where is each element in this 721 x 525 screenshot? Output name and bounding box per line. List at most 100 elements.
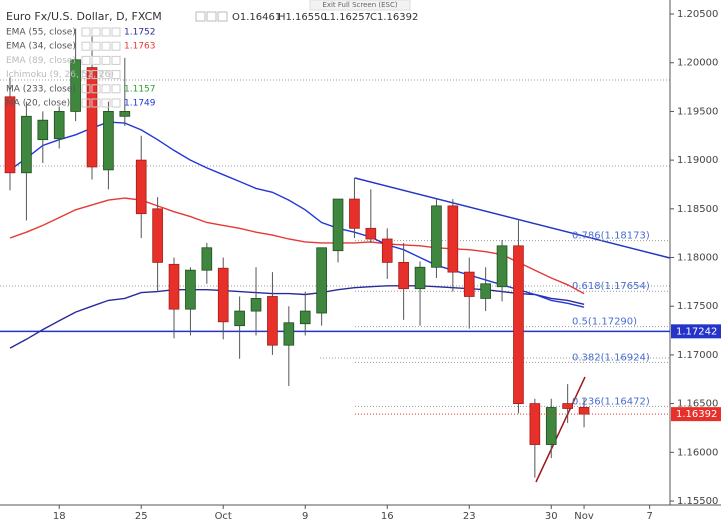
candle-body bbox=[119, 111, 131, 117]
legend-icon bbox=[111, 98, 121, 108]
indicator-line bbox=[9, 197, 585, 295]
last-price-tag bbox=[671, 407, 721, 422]
legend-icon bbox=[111, 41, 121, 51]
x-tick-label: 25 bbox=[135, 511, 148, 522]
y-tick-label: 1.16500 bbox=[677, 399, 718, 410]
legend-icon bbox=[111, 70, 121, 80]
legend-value: 1.1752 bbox=[124, 28, 156, 38]
candle-body bbox=[299, 310, 311, 325]
legend-icon bbox=[91, 27, 101, 37]
candle-body bbox=[37, 119, 49, 141]
candle-body bbox=[398, 261, 409, 290]
candle-body bbox=[217, 267, 229, 323]
symbol-title: Euro Fx/U.S. Dollar, D, FXCM bbox=[6, 10, 162, 23]
candle-body bbox=[431, 205, 442, 268]
legend-value: 1.1749 bbox=[124, 99, 156, 109]
legend-icon bbox=[101, 55, 111, 65]
candle-body bbox=[381, 238, 393, 263]
y-tick-label: 1.19000 bbox=[677, 155, 718, 166]
candle-body bbox=[545, 407, 557, 445]
y-tick-label: 1.18000 bbox=[677, 253, 718, 264]
candle-body bbox=[496, 245, 508, 288]
fib-label: 0.786(1.18173) bbox=[572, 231, 650, 242]
legend-icon bbox=[91, 41, 101, 51]
legend-icon bbox=[81, 84, 91, 94]
candle-body bbox=[316, 247, 327, 314]
y-tick-label: 1.20500 bbox=[677, 9, 718, 20]
candle-body bbox=[70, 59, 81, 112]
legend-icon bbox=[81, 41, 91, 51]
legend-icon bbox=[91, 98, 101, 108]
y-tick-label: 1.16000 bbox=[677, 447, 718, 458]
y-tick-label: 1.17500 bbox=[677, 301, 718, 312]
y-tick-label: 1.20000 bbox=[677, 58, 718, 69]
legend-value: 1.1157 bbox=[124, 84, 156, 94]
legend-icon bbox=[91, 70, 101, 80]
trend-line bbox=[535, 376, 586, 483]
x-tick-label: Nov bbox=[574, 511, 594, 522]
candle-body bbox=[86, 67, 98, 168]
candle-body bbox=[21, 115, 32, 174]
tooltip-text: Exit Full Screen (ESC) bbox=[322, 1, 397, 9]
legend-icon bbox=[101, 41, 111, 51]
candle-body bbox=[365, 227, 377, 240]
candle-body bbox=[480, 283, 491, 299]
hline-tag bbox=[671, 324, 721, 339]
candle-body bbox=[152, 208, 163, 263]
candle-body bbox=[578, 407, 590, 415]
candle-body bbox=[562, 403, 573, 409]
candle-body bbox=[332, 198, 344, 252]
header-icon bbox=[217, 11, 228, 22]
candle-body bbox=[234, 310, 245, 327]
last-price-label: 1.16392 bbox=[676, 409, 717, 420]
legend-name: MA (233, close) bbox=[6, 84, 76, 94]
fib-label: 0.618(1.17654) bbox=[572, 281, 650, 292]
hline-tag-label: 1.17242 bbox=[676, 326, 717, 337]
candle-body bbox=[463, 271, 475, 297]
candle-body bbox=[4, 96, 16, 174]
legend-icon bbox=[111, 55, 121, 65]
fib-label: 0.5(1.17290) bbox=[572, 317, 637, 328]
candle-body bbox=[529, 403, 541, 445]
legend-icon bbox=[91, 84, 101, 94]
candle-body bbox=[513, 245, 524, 405]
legend-icon bbox=[81, 55, 91, 65]
ohlc-value: L1.16257 bbox=[324, 12, 371, 23]
legend-icon bbox=[111, 27, 121, 37]
x-tick-label: 18 bbox=[53, 511, 66, 522]
y-tick-label: 1.17000 bbox=[677, 350, 718, 361]
candle-body bbox=[414, 266, 426, 290]
x-tick-label: 7 bbox=[646, 511, 652, 522]
candle-body bbox=[103, 111, 114, 171]
legend-icon bbox=[101, 98, 111, 108]
legend-icon bbox=[81, 27, 91, 37]
x-tick-label: 30 bbox=[545, 511, 558, 522]
trend-line bbox=[354, 177, 671, 259]
candle-body bbox=[447, 205, 459, 273]
legend-icon bbox=[101, 27, 111, 37]
candle-body bbox=[283, 322, 295, 346]
candle-body bbox=[185, 269, 196, 310]
y-tick-label: 1.15500 bbox=[677, 496, 718, 507]
candle-body bbox=[135, 159, 147, 215]
x-tick-label: 16 bbox=[381, 511, 394, 522]
y-tick-label: 1.18500 bbox=[677, 204, 718, 215]
header-icon bbox=[206, 11, 217, 22]
candle-body bbox=[267, 296, 278, 346]
legend-icon bbox=[81, 70, 91, 80]
header-icon bbox=[195, 11, 206, 22]
y-tick-label: 1.19500 bbox=[677, 106, 718, 117]
legend-icon bbox=[101, 84, 111, 94]
candle-body bbox=[53, 111, 65, 140]
x-tick-label: 23 bbox=[463, 511, 476, 522]
candle-body bbox=[250, 298, 262, 312]
legend-name: EMA (55, close) bbox=[6, 28, 76, 38]
ohlc-value: O1.16461 bbox=[232, 12, 281, 23]
x-tick-label: Oct bbox=[215, 511, 232, 522]
legend-icon bbox=[111, 84, 121, 94]
ohlc-value: H1.16550 bbox=[278, 12, 327, 23]
fib-label: 0.382(1.16924) bbox=[572, 352, 650, 363]
legend-value: 1.1763 bbox=[124, 42, 156, 52]
